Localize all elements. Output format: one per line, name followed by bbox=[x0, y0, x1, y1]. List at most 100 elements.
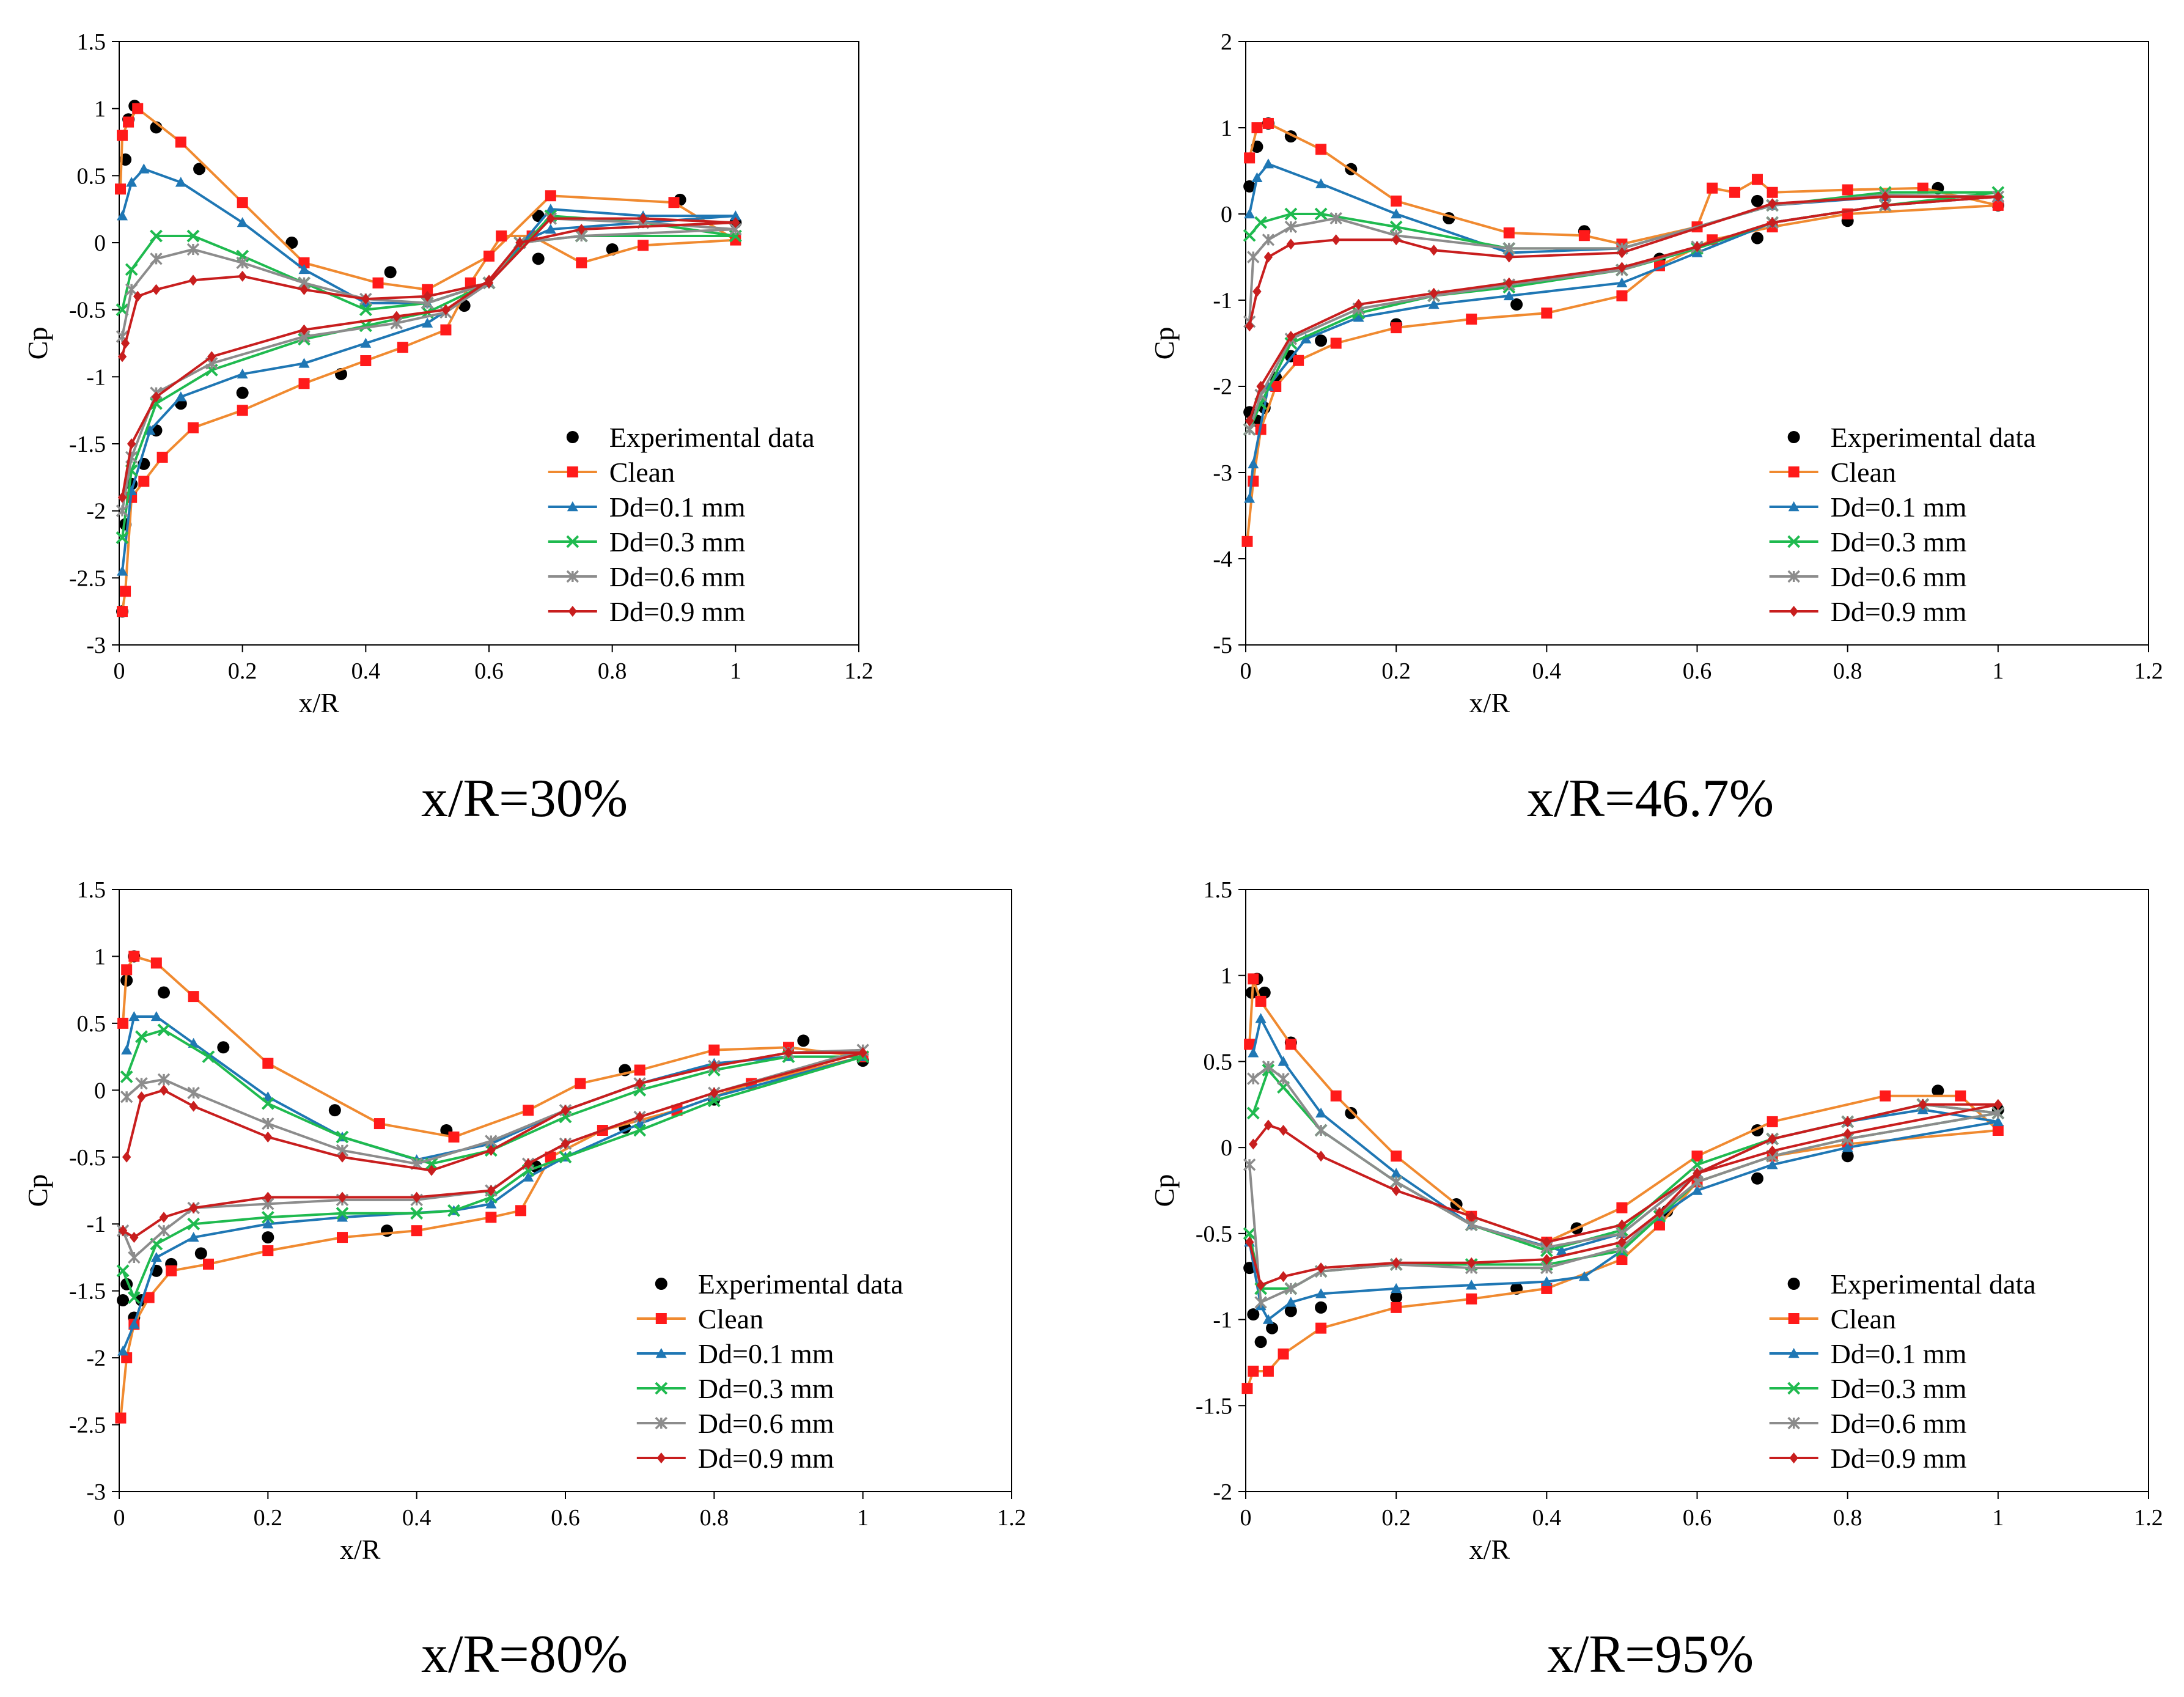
series-dd-0-9-mm bbox=[117, 213, 740, 503]
chart-2: 0 0.2 0.4 0.6 0.8 1 1.2 -5 -4 -3 -2 -1 0 1 2 x/R Cp Exper… bbox=[1149, 29, 2163, 828]
plot-area-frame bbox=[1245, 41, 2149, 646]
data-point bbox=[1284, 1305, 1297, 1317]
data-point bbox=[135, 1030, 148, 1044]
data-point bbox=[238, 270, 247, 282]
data-point bbox=[1993, 1099, 2003, 1110]
data-point bbox=[121, 1044, 133, 1055]
legend-label: Dd=0.9 mm bbox=[1831, 1443, 1967, 1474]
x-tick-label: 1.2 bbox=[997, 1505, 1026, 1531]
series-dd-0-9-mm bbox=[118, 1047, 867, 1243]
data-point bbox=[1353, 312, 1364, 322]
data-point bbox=[1330, 1090, 1342, 1102]
data-point bbox=[1277, 1072, 1290, 1085]
data-point bbox=[441, 304, 450, 315]
data-point bbox=[130, 1232, 139, 1243]
data-point bbox=[1881, 191, 1890, 202]
y-tick-label: -1 bbox=[1213, 288, 1232, 314]
data-point bbox=[1248, 1047, 1259, 1058]
y-tick-label: 1 bbox=[1221, 963, 1232, 989]
data-point bbox=[1241, 536, 1253, 547]
data-point bbox=[1246, 1106, 1260, 1120]
data-point bbox=[1315, 334, 1328, 347]
x-tick-label: 1.2 bbox=[2134, 1505, 2163, 1531]
data-point bbox=[1653, 1219, 1665, 1231]
data-point bbox=[561, 1105, 570, 1116]
data-point bbox=[487, 1144, 496, 1156]
data-point bbox=[485, 1212, 497, 1223]
data-point bbox=[123, 116, 134, 128]
data-point bbox=[1247, 251, 1260, 263]
data-point bbox=[156, 451, 168, 463]
data-point bbox=[1354, 299, 1363, 311]
data-point bbox=[1429, 245, 1438, 256]
data-point bbox=[262, 1058, 274, 1069]
data-point bbox=[1255, 1013, 1267, 1023]
x-tick-label: 0.6 bbox=[1683, 1505, 1712, 1531]
data-point bbox=[359, 303, 372, 317]
x-tick-label: 1.2 bbox=[2134, 658, 2163, 684]
data-point bbox=[122, 1151, 131, 1163]
y-axis-label: Cp bbox=[1149, 327, 1180, 360]
data-point bbox=[1391, 1257, 1401, 1268]
data-point bbox=[1243, 180, 1256, 193]
data-point bbox=[384, 266, 397, 279]
legend-item-clean: Clean bbox=[1769, 457, 1896, 488]
y-tick-label: 1 bbox=[94, 944, 106, 970]
legend-label: Dd=0.3 mm bbox=[698, 1373, 834, 1404]
series-line bbox=[1248, 1065, 1999, 1304]
data-point bbox=[710, 1060, 719, 1072]
data-point bbox=[263, 1131, 273, 1143]
data-point bbox=[1691, 1185, 1703, 1195]
x-tick-label: 1.2 bbox=[844, 658, 873, 684]
data-point bbox=[1266, 1322, 1279, 1334]
data-point bbox=[1251, 172, 1263, 182]
data-point bbox=[1881, 199, 1890, 211]
data-point bbox=[1315, 1301, 1328, 1314]
data-point bbox=[1467, 1210, 1476, 1222]
data-point bbox=[523, 1158, 533, 1169]
x-tick-label: 0.6 bbox=[551, 1505, 580, 1531]
data-point bbox=[337, 1151, 347, 1163]
y-tick-label: -1 bbox=[86, 364, 106, 390]
data-point bbox=[1279, 1125, 1288, 1136]
legend-label: Dd=0.6 mm bbox=[609, 561, 746, 592]
data-point bbox=[1243, 229, 1256, 242]
x-tick-label: 0.6 bbox=[474, 658, 504, 684]
data-point bbox=[577, 224, 586, 235]
data-point bbox=[448, 1131, 460, 1143]
series-dd-0-9-mm bbox=[1245, 1099, 2003, 1291]
data-point bbox=[1510, 298, 1523, 311]
data-point bbox=[117, 565, 128, 576]
data-point bbox=[1391, 208, 1402, 219]
data-point bbox=[1880, 1090, 1891, 1102]
data-point bbox=[128, 1251, 141, 1264]
data-point bbox=[328, 1104, 341, 1117]
data-point bbox=[133, 290, 142, 302]
legend-item-dd-0-9-mm: Dd=0.9 mm bbox=[548, 596, 746, 627]
data-point bbox=[1256, 1279, 1265, 1291]
data-point bbox=[1262, 1314, 1274, 1324]
data-point bbox=[1263, 251, 1273, 263]
data-point bbox=[1932, 1084, 1944, 1097]
series-dd-0-9-mm bbox=[1245, 191, 2003, 427]
data-point bbox=[1330, 337, 1342, 349]
x-tick-label: 0 bbox=[114, 658, 125, 684]
data-point bbox=[1466, 1279, 1477, 1290]
data-point bbox=[1842, 184, 1853, 196]
data-point bbox=[515, 237, 524, 248]
legend-item-dd-0-9-mm: Dd=0.9 mm bbox=[636, 1443, 834, 1474]
x-tick-label: 0.8 bbox=[700, 1505, 729, 1531]
data-point bbox=[1244, 208, 1256, 219]
data-point bbox=[1256, 381, 1265, 392]
data-point bbox=[1616, 1254, 1628, 1265]
data-point bbox=[1248, 973, 1259, 985]
data-point bbox=[262, 1091, 274, 1102]
data-point bbox=[1578, 1271, 1590, 1281]
data-point bbox=[152, 391, 161, 403]
y-tick-label: 1 bbox=[94, 97, 106, 122]
data-point bbox=[1556, 1245, 1567, 1256]
legend-swatch-marker bbox=[566, 570, 579, 583]
legend-swatch-marker bbox=[1788, 1348, 1800, 1358]
data-point bbox=[150, 957, 162, 969]
data-point bbox=[236, 256, 249, 270]
